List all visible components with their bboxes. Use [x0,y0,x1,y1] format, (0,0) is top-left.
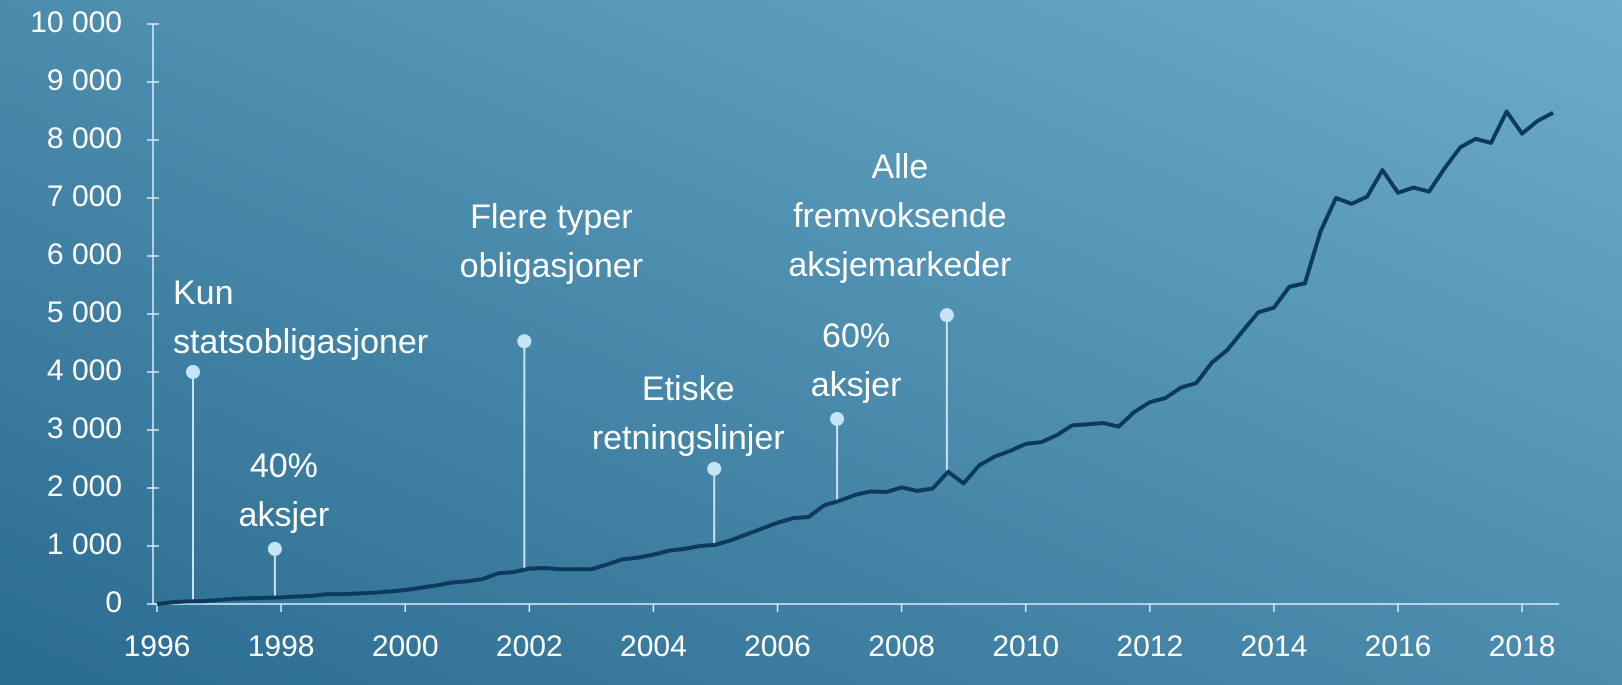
y-tick-label: 4 000 [47,354,122,387]
annotation-text: Etiske [642,370,735,408]
annotation-dot [707,461,722,476]
x-tick-label: 1996 [124,630,191,663]
x-tick-label: 2012 [1116,630,1183,663]
annotation-dot [830,411,845,426]
annotation-text: statsobligasjoner [173,323,428,361]
annotation-text: aksjer [811,366,902,404]
annotation-text: aksjemarkeder [788,246,1011,284]
annotation-text: Kun [173,274,234,312]
y-tick-label: 1 000 [47,528,122,561]
x-tick-label: 2002 [496,630,563,663]
x-tick-label: 2016 [1365,630,1432,663]
annotation-dot [185,365,200,379]
x-tick-label: 2008 [868,630,935,663]
annotation-text: Alle [872,148,929,186]
annotation-text: fremvoksende [793,197,1007,235]
y-tick-label: 6 000 [47,238,122,271]
y-tick-label: 8 000 [47,122,122,155]
x-tick-label: 2010 [992,630,1059,663]
annotation-text: 60% [822,317,890,355]
line-series [156,109,1555,606]
annotation-text: 40% [250,447,318,485]
x-tick-label: 2018 [1489,630,1556,663]
y-tick-label: 0 [105,586,122,619]
annotation-text: Flere typer [470,198,633,236]
y-tick-label: 2 000 [47,470,122,503]
y-tick-label: 3 000 [47,412,122,445]
y-tick-label: 7 000 [47,180,122,213]
annotation-dot [939,308,954,323]
x-tick-label: 2006 [744,630,811,663]
annotation-text: aksjer [239,496,330,534]
y-tick-label: 10 000 [30,6,122,39]
x-tick-label: 2004 [620,630,687,663]
x-tick-label: 2000 [372,630,439,663]
y-tick-label: 9 000 [47,64,122,97]
annotation-text: retningslinjer [592,419,785,457]
y-tick-label: 5 000 [47,296,122,329]
annotation-dot [517,334,532,349]
x-tick-label: 2014 [1241,630,1308,663]
annotation-text: obligasjoner [460,247,643,285]
x-tick-label: 1998 [248,630,315,663]
annotation-dot [267,541,282,556]
